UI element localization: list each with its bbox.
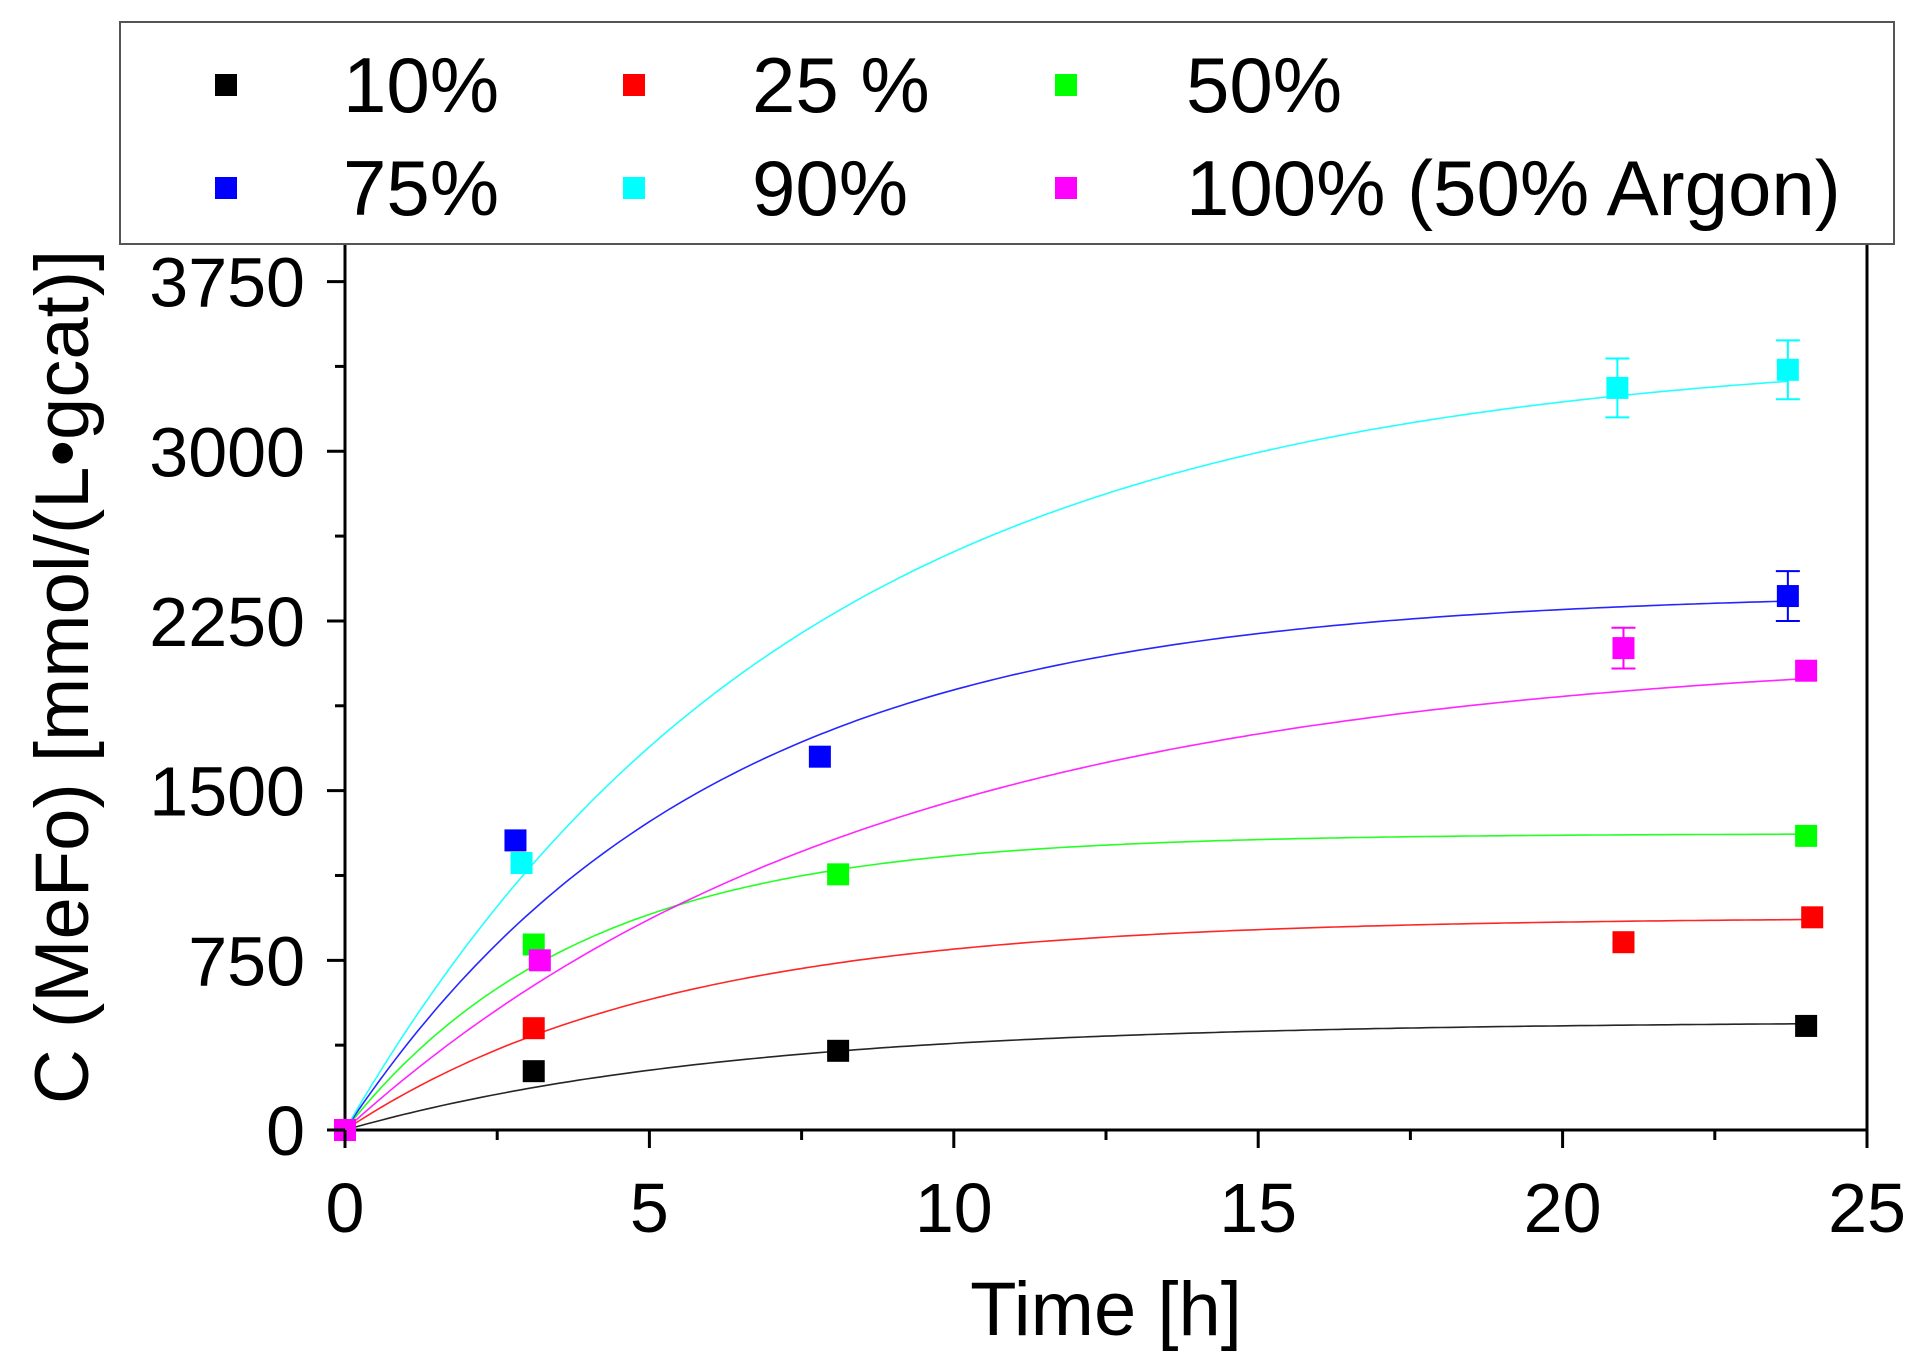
plot-frame <box>343 223 1869 1132</box>
data-point <box>827 863 850 886</box>
data-point <box>1795 1014 1818 1037</box>
legend: 10% 25 % 50% 75% 90% 100% (50% Argon) <box>119 21 1895 245</box>
data-point <box>510 852 533 875</box>
legend-label: 90% <box>752 144 908 232</box>
x-tick-label: 5 <box>630 1169 669 1247</box>
legend-label: 10% <box>343 41 499 129</box>
data-point <box>1801 906 1824 929</box>
legend-marker <box>215 177 237 199</box>
legend-label: 100% (50% Argon) <box>1186 144 1841 232</box>
legend-label: 50% <box>1186 41 1342 129</box>
x-tick-label: 15 <box>1219 1169 1297 1247</box>
y-tick-label: 2250 <box>149 583 305 661</box>
fit-curves <box>344 380 1813 1131</box>
data-point <box>827 1039 850 1062</box>
data-point <box>522 1060 545 1083</box>
fit-curve <box>344 1022 1807 1131</box>
fit-curve <box>344 833 1807 1131</box>
legend-label: 25 % <box>752 41 930 129</box>
data-point <box>1612 931 1635 954</box>
fit-curve <box>344 677 1807 1131</box>
data-points <box>334 339 1824 1141</box>
legend-marker <box>1055 74 1077 96</box>
data-point <box>808 745 831 768</box>
y-tick-label: 3000 <box>149 413 305 491</box>
data-point <box>1606 376 1629 399</box>
x-axis-title: Time [h] <box>970 1267 1242 1352</box>
y-tick-label: 1500 <box>149 753 305 831</box>
y-axis-title: C (MeFo) [mmol/(L•gcat)] <box>20 250 105 1104</box>
legend-box <box>119 21 1895 245</box>
legend-label: 75% <box>343 144 499 232</box>
data-point <box>1795 659 1818 682</box>
y-tick-label: 3750 <box>149 244 305 322</box>
legend-marker <box>215 74 237 96</box>
legend-marker <box>623 177 645 199</box>
legend-marker <box>623 74 645 96</box>
data-point <box>1776 585 1799 608</box>
y-tick-label: 750 <box>188 922 305 1000</box>
fit-curve <box>344 918 1813 1131</box>
legend-marker <box>1055 177 1077 199</box>
y-axis: 0 750 1500 2250 3000 3750 <box>149 244 345 1170</box>
data-point <box>1795 824 1818 847</box>
data-point <box>1776 358 1799 381</box>
y-tick-label: 0 <box>266 1092 305 1170</box>
plot-area <box>343 223 1869 1132</box>
data-point <box>528 949 551 972</box>
data-point <box>522 1017 545 1040</box>
data-point <box>1612 637 1635 660</box>
x-tick-label: 25 <box>1828 1169 1906 1247</box>
x-axis: 0 5 10 15 20 25 <box>326 1130 1906 1247</box>
x-tick-label: 0 <box>326 1169 365 1247</box>
x-tick-label: 20 <box>1524 1169 1602 1247</box>
fit-curve <box>344 380 1788 1131</box>
data-point <box>504 829 527 852</box>
x-tick-label: 10 <box>915 1169 993 1247</box>
fit-curve <box>344 600 1788 1131</box>
